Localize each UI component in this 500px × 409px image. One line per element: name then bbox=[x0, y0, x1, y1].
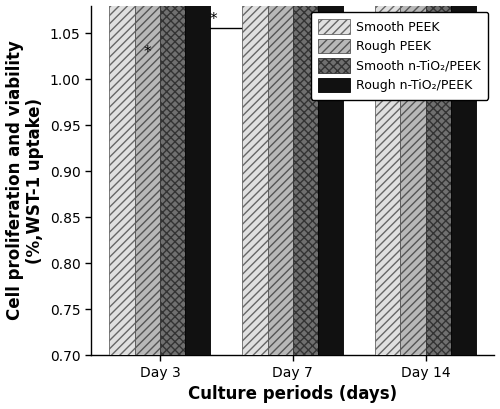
Bar bbox=[293, 0, 318, 355]
Bar bbox=[426, 0, 451, 355]
Y-axis label: Cell proliferation and viability
(%,WST-1 uptake): Cell proliferation and viability (%,WST-… bbox=[6, 40, 44, 320]
Bar bbox=[242, 0, 268, 355]
Legend: Smooth PEEK, Rough PEEK, Smooth n-TiO₂/PEEK, Rough n-TiO₂/PEEK: Smooth PEEK, Rough PEEK, Smooth n-TiO₂/P… bbox=[311, 12, 488, 99]
Bar bbox=[318, 0, 343, 355]
Text: *: * bbox=[144, 45, 151, 60]
Bar bbox=[268, 0, 293, 355]
Text: *: * bbox=[422, 89, 430, 104]
Bar bbox=[375, 0, 400, 355]
Bar bbox=[400, 0, 425, 355]
Bar bbox=[185, 0, 210, 355]
Bar bbox=[451, 0, 476, 355]
X-axis label: Culture periods (days): Culture periods (days) bbox=[188, 385, 398, 403]
Text: *: * bbox=[210, 12, 218, 27]
Bar bbox=[110, 0, 134, 355]
Bar bbox=[160, 0, 185, 355]
Bar bbox=[134, 0, 160, 355]
